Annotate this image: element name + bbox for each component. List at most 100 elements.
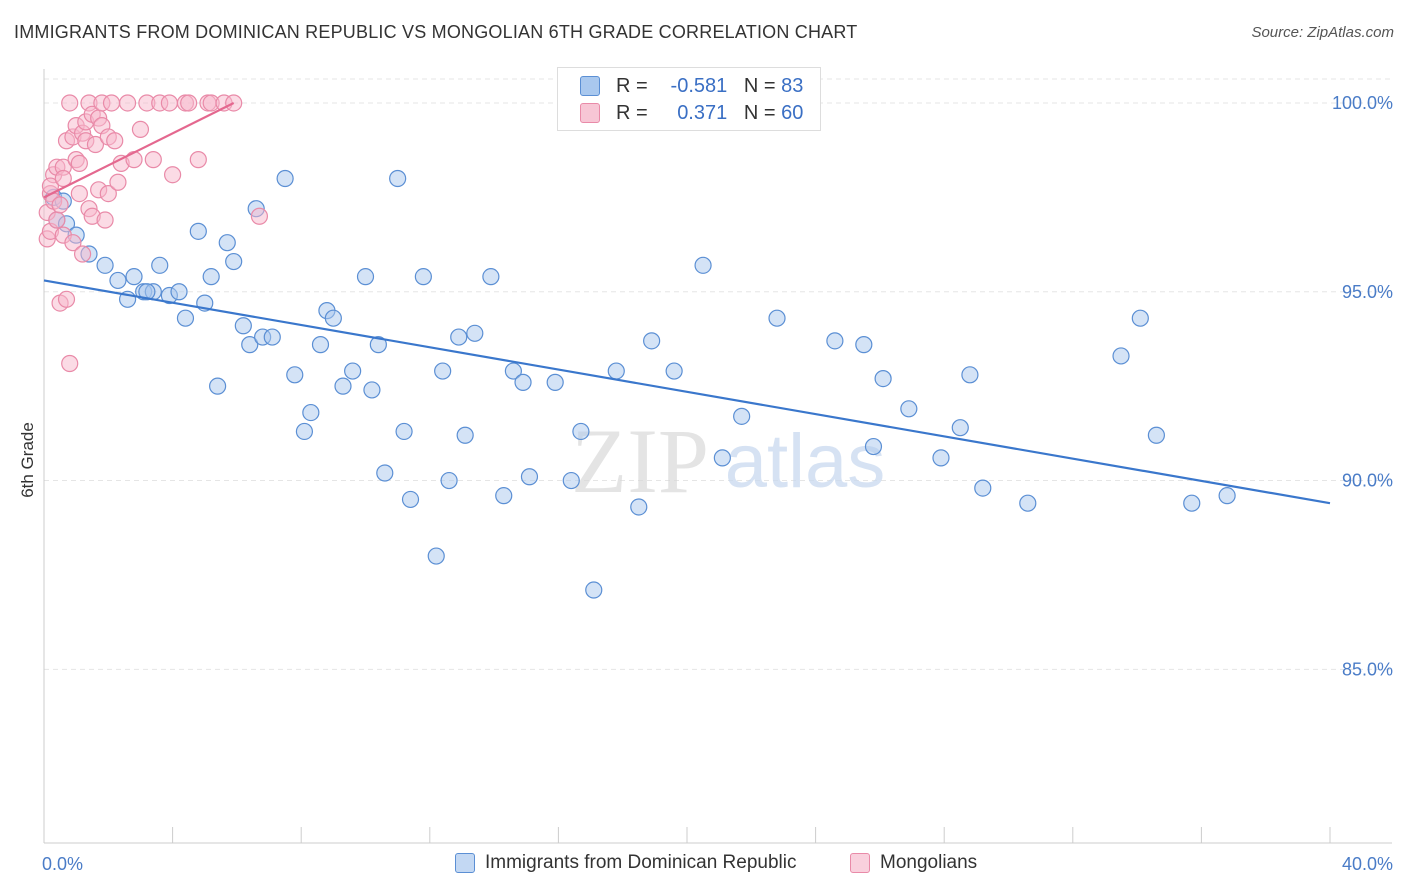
- data-point-dominican: [434, 362, 452, 380]
- data-point-dominican: [334, 377, 352, 395]
- data-point-mongolian: [48, 211, 66, 229]
- data-point-mongolian: [164, 166, 182, 184]
- data-point-dominican: [855, 336, 873, 354]
- legend-label-dominican: Immigrants from Dominican Republic: [485, 852, 797, 873]
- data-point-dominican: [482, 268, 500, 286]
- r-label: R =: [616, 74, 648, 97]
- y-tick-label: 85.0%: [1342, 659, 1393, 679]
- watermark: ZIP atlas: [571, 410, 885, 512]
- legend-swatch-blue: [580, 76, 600, 96]
- n-value: 60: [781, 101, 804, 124]
- data-point-mongolian: [125, 151, 143, 169]
- data-point-dominican: [376, 464, 394, 482]
- data-point-dominican: [311, 336, 330, 354]
- data-point-dominican: [356, 268, 375, 286]
- data-point-dominican: [440, 471, 458, 490]
- data-point-dominican: [344, 362, 362, 380]
- data-point-dominican: [546, 373, 564, 391]
- data-point-dominican: [768, 309, 786, 327]
- data-point-mongolian: [102, 94, 121, 112]
- data-point-mongolian: [96, 211, 114, 229]
- legend-swatch-blue: [455, 853, 475, 873]
- n-value: 83: [781, 74, 804, 97]
- legend-swatch-pink: [580, 103, 600, 123]
- r-label: R =: [616, 101, 648, 124]
- data-point-dominican: [961, 366, 979, 384]
- data-point-mongolian: [109, 173, 127, 191]
- data-point-dominican: [450, 328, 468, 346]
- data-point-dominican: [520, 468, 539, 486]
- data-point-dominican: [466, 324, 484, 342]
- r-value: 0.371: [677, 101, 728, 124]
- data-point-dominican: [607, 362, 625, 380]
- data-point-dominican: [176, 309, 195, 327]
- gridlines: [44, 78, 1392, 670]
- data-point-dominican: [295, 422, 314, 441]
- data-point-mongolian: [99, 184, 117, 203]
- data-point-dominican: [713, 449, 731, 467]
- data-point-dominican: [504, 362, 522, 380]
- axis-labels: 85.0% 90.0% 95.0% 100.0% 0.0% 40.0%: [42, 93, 1393, 874]
- n-label: N =: [743, 74, 776, 97]
- data-point-dominican: [951, 419, 969, 437]
- data-point-dominican: [630, 498, 648, 516]
- data-point-dominican: [225, 252, 243, 271]
- data-point-dominican: [241, 336, 259, 354]
- trend-line-dominican: [43, 279, 1331, 505]
- data-point-dominican: [1131, 309, 1149, 327]
- r-value: -0.581: [670, 74, 728, 97]
- data-point-mongolian: [118, 94, 137, 112]
- data-point-mongolian: [180, 94, 198, 112]
- legend-item-dominican: Immigrants from Dominican Republic: [455, 852, 797, 874]
- data-point-mongolian: [106, 132, 124, 150]
- data-point-mongolian: [61, 354, 79, 373]
- data-point-dominican: [286, 366, 304, 384]
- x-tick-label: 0.0%: [42, 854, 83, 874]
- data-point-dominican: [514, 373, 532, 391]
- data-point-dominican: [395, 422, 413, 441]
- watermark-atlas: atlas: [725, 419, 886, 504]
- data-point-dominican: [1147, 426, 1165, 444]
- data-point-dominican: [263, 328, 281, 346]
- data-point-dominican: [874, 370, 892, 388]
- data-point-dominican: [218, 234, 236, 252]
- data-point-dominican: [1112, 347, 1130, 365]
- stats-legend-row-blue: R = -0.581 N = 83: [580, 73, 803, 99]
- legend-item-mongolians: Mongolians: [850, 852, 977, 874]
- data-point-dominican: [694, 256, 712, 274]
- data-point-dominican: [456, 426, 474, 444]
- data-point-dominican: [189, 222, 207, 240]
- data-point-dominican: [585, 581, 603, 599]
- page-title: IMMIGRANTS FROM DOMINICAN REPUBLIC VS MO…: [14, 22, 858, 42]
- data-point-mongolian: [54, 169, 72, 188]
- data-point-dominican: [1019, 494, 1037, 512]
- data-point-mongolian: [51, 196, 69, 214]
- data-point-mongolian: [189, 151, 207, 169]
- data-point-dominican: [276, 169, 294, 188]
- data-point-dominican: [96, 256, 114, 274]
- data-point-mongolian: [86, 135, 105, 154]
- data-point-dominican: [324, 309, 342, 327]
- data-points: [38, 94, 1236, 599]
- stats-legend: R = -0.581 N = 83 R = 0.371 N = 60: [557, 67, 821, 131]
- data-point-mongolian: [70, 154, 88, 172]
- stats-legend-row-pink: R = 0.371 N = 60: [580, 100, 803, 126]
- data-point-dominican: [665, 362, 683, 380]
- trend-line-mongolian: [43, 101, 235, 199]
- data-point-dominican: [109, 271, 127, 290]
- data-point-dominican: [125, 268, 143, 286]
- data-point-dominican: [401, 490, 420, 509]
- watermark-zip: ZIP: [571, 410, 709, 512]
- legend-label-mongolians: Mongolians: [880, 852, 978, 873]
- data-point-mongolian: [61, 94, 79, 112]
- legend-swatch-pink: [850, 853, 870, 873]
- data-point-dominican: [864, 437, 883, 456]
- data-point-dominican: [138, 283, 156, 301]
- data-point-dominican: [643, 332, 661, 350]
- data-point-dominican: [826, 332, 844, 350]
- data-point-dominican: [562, 471, 580, 490]
- y-tick-label: 95.0%: [1342, 282, 1393, 302]
- data-point-dominican: [932, 449, 950, 467]
- data-point-dominican: [302, 403, 320, 422]
